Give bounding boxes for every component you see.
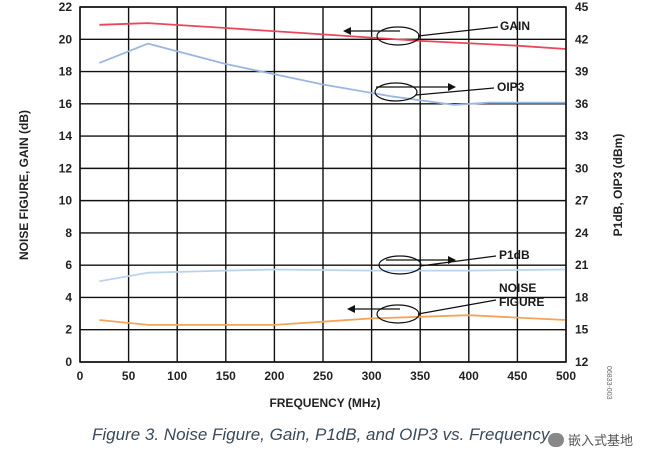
watermark-text: 嵌入式基地 — [568, 434, 634, 449]
grid — [79, 6, 567, 363]
y-left-tick-label: 0 — [65, 355, 72, 369]
oip3-leader — [415, 87, 495, 96]
y-right-tick-label: 27 — [575, 194, 589, 208]
y-left-tick-labels: 0 2 4 6 8 10 12 14 16 18 20 22 — [59, 0, 73, 369]
watermark: 嵌入式基地 — [548, 430, 633, 449]
x-tick-label: 150 — [216, 369, 236, 383]
y-right-tick-label: 15 — [575, 323, 589, 337]
nf-leader — [417, 299, 497, 315]
series-line-noise-figure — [99, 314, 567, 326]
x-tick-label: 450 — [507, 369, 527, 383]
y-left-tick-label: 18 — [59, 65, 73, 79]
y-right-tick-label: 12 — [575, 355, 589, 369]
y-left-tick-label: 4 — [65, 290, 72, 304]
annotation-oip3: OIP3 — [497, 80, 525, 94]
x-tick-label: 350 — [410, 369, 430, 383]
y-right-tick-label: 24 — [575, 226, 589, 240]
annotation-noise: NOISE — [499, 281, 536, 295]
y-right-tick-label: 45 — [575, 0, 589, 14]
plot-frame — [79, 6, 567, 363]
figure-code: 06833-003 — [605, 366, 612, 400]
x-tick-label: 50 — [122, 369, 136, 383]
x-tick-label: 0 — [77, 369, 84, 383]
arrowhead — [448, 83, 456, 91]
y-right-tick-label: 21 — [575, 258, 589, 272]
annotation-p1db: P1dB — [499, 248, 530, 262]
x-tick-labels: 0 50 100 150 200 250 300 350 400 450 500 — [77, 369, 577, 383]
arrowhead — [347, 305, 355, 313]
callout-ellipse — [376, 304, 420, 324]
y-left-tick-label: 22 — [59, 0, 73, 14]
gain-leader — [417, 26, 499, 37]
y-right-tick-label: 33 — [575, 129, 589, 143]
p1db-leader — [419, 255, 497, 267]
y-right-tick-label: 18 — [575, 290, 589, 304]
x-tick-label: 300 — [362, 369, 382, 383]
y-left-tick-label: 16 — [59, 97, 73, 111]
y-left-tick-label: 8 — [65, 226, 72, 240]
annotation-gain: GAIN — [500, 19, 530, 33]
y-right-tick-labels: 12 15 18 21 24 27 30 33 36 39 42 45 — [575, 0, 589, 369]
y-left-tick-label: 6 — [65, 258, 72, 272]
y-right-tick-label: 42 — [575, 32, 589, 46]
y-left-tick-label: 2 — [65, 323, 72, 337]
arrowhead — [343, 27, 351, 35]
y-left-tick-label: 10 — [59, 194, 73, 208]
series-line-gain — [99, 22, 567, 50]
callout-ellipse — [378, 255, 422, 275]
callout-ellipse — [374, 82, 418, 102]
wechat-icon — [548, 432, 564, 447]
y-right-tick-label: 39 — [575, 65, 589, 79]
annotation-figure: FIGURE — [499, 295, 544, 309]
x-tick-label: 100 — [167, 369, 187, 383]
x-tick-label: 250 — [313, 369, 333, 383]
y-right-tick-label: 30 — [575, 161, 589, 175]
y-right-axis-title: P1dB, OIP3 (dBm) — [611, 134, 625, 237]
x-tick-label: 200 — [264, 369, 284, 383]
y-left-axis-title: NOISE FIGURE, GAIN (dB) — [17, 110, 31, 260]
callout-ellipse — [376, 26, 420, 46]
series-line-oip3 — [99, 42, 566, 106]
y-left-tick-label: 12 — [59, 161, 73, 175]
arrowhead — [448, 256, 456, 264]
y-right-tick-label: 36 — [575, 97, 589, 111]
y-left-tick-label: 20 — [59, 32, 73, 46]
x-tick-label: 400 — [459, 369, 479, 383]
x-tick-label: 500 — [556, 369, 576, 383]
y-left-tick-label: 14 — [59, 129, 73, 143]
figure-caption: Figure 3. Noise Figure, Gain, P1dB, and … — [92, 425, 550, 444]
series-lines — [99, 22, 567, 326]
series-line-p1db — [99, 268, 567, 283]
x-axis-title: FREQUENCY (MHz) — [269, 396, 380, 410]
